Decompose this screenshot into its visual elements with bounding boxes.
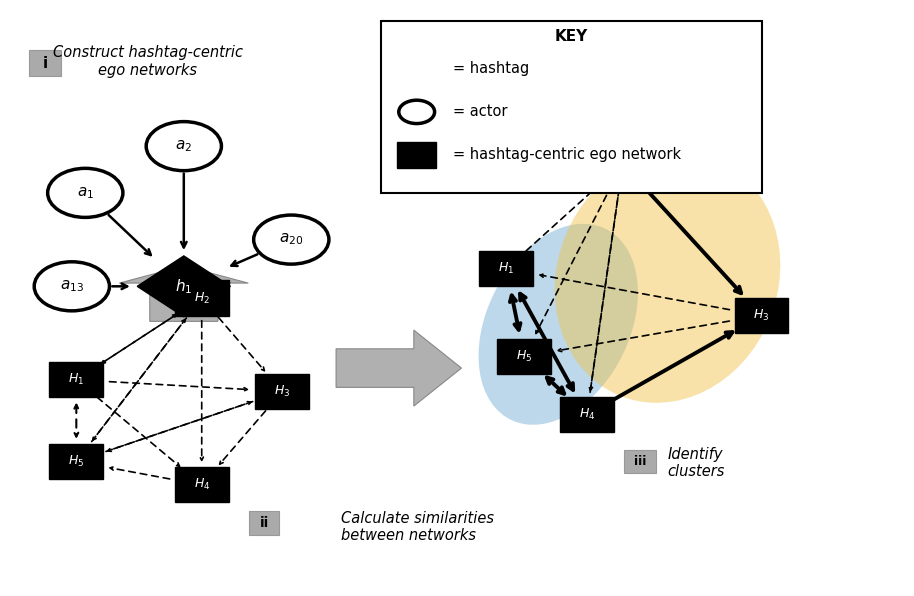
- Text: $H_{2}$: $H_{2}$: [615, 156, 631, 171]
- Text: $H_{4}$: $H_{4}$: [194, 477, 210, 492]
- FancyBboxPatch shape: [250, 511, 279, 535]
- FancyBboxPatch shape: [381, 21, 761, 193]
- Text: $a_{13}$: $a_{13}$: [59, 278, 84, 294]
- FancyBboxPatch shape: [479, 252, 533, 286]
- Text: $H_{3}$: $H_{3}$: [274, 384, 291, 399]
- Ellipse shape: [555, 153, 781, 403]
- Text: $a_{1}$: $a_{1}$: [77, 185, 94, 201]
- FancyBboxPatch shape: [49, 362, 103, 398]
- Polygon shape: [336, 330, 462, 406]
- FancyBboxPatch shape: [497, 339, 551, 374]
- Text: = hashtag-centric ego network: = hashtag-centric ego network: [452, 147, 681, 163]
- Text: i: i: [42, 55, 48, 71]
- Text: = hashtag: = hashtag: [452, 61, 529, 76]
- FancyBboxPatch shape: [29, 50, 61, 76]
- FancyBboxPatch shape: [735, 298, 789, 333]
- Polygon shape: [397, 56, 436, 82]
- FancyBboxPatch shape: [49, 444, 103, 479]
- FancyBboxPatch shape: [560, 398, 614, 432]
- Text: $H_{5}$: $H_{5}$: [69, 454, 84, 469]
- Text: = actor: = actor: [452, 104, 507, 119]
- Text: KEY: KEY: [555, 29, 588, 44]
- Polygon shape: [120, 266, 249, 321]
- FancyBboxPatch shape: [175, 467, 228, 502]
- FancyBboxPatch shape: [596, 146, 650, 181]
- Text: $H_{3}$: $H_{3}$: [753, 308, 770, 323]
- Text: Calculate similarities
between networks: Calculate similarities between networks: [341, 511, 494, 543]
- Text: $a_{2}$: $a_{2}$: [175, 138, 192, 154]
- Text: $H_{1}$: $H_{1}$: [498, 261, 515, 277]
- Text: $H_{1}$: $H_{1}$: [69, 372, 84, 387]
- Text: $a_{20}$: $a_{20}$: [279, 232, 303, 247]
- FancyBboxPatch shape: [397, 142, 436, 168]
- Text: Identify
clusters: Identify clusters: [667, 446, 725, 479]
- Ellipse shape: [479, 224, 638, 425]
- Polygon shape: [137, 256, 230, 316]
- FancyBboxPatch shape: [623, 450, 656, 473]
- Text: $h_{1}$: $h_{1}$: [175, 277, 193, 296]
- Text: $H_{5}$: $H_{5}$: [516, 349, 532, 364]
- FancyBboxPatch shape: [256, 374, 309, 409]
- FancyBboxPatch shape: [175, 281, 228, 315]
- Text: ii: ii: [260, 516, 269, 530]
- Text: $H_{4}$: $H_{4}$: [579, 407, 595, 423]
- Text: $H_{2}$: $H_{2}$: [194, 290, 209, 306]
- Text: iii: iii: [633, 455, 646, 468]
- Text: Construct hashtag-centric
ego networks: Construct hashtag-centric ego networks: [53, 45, 243, 77]
